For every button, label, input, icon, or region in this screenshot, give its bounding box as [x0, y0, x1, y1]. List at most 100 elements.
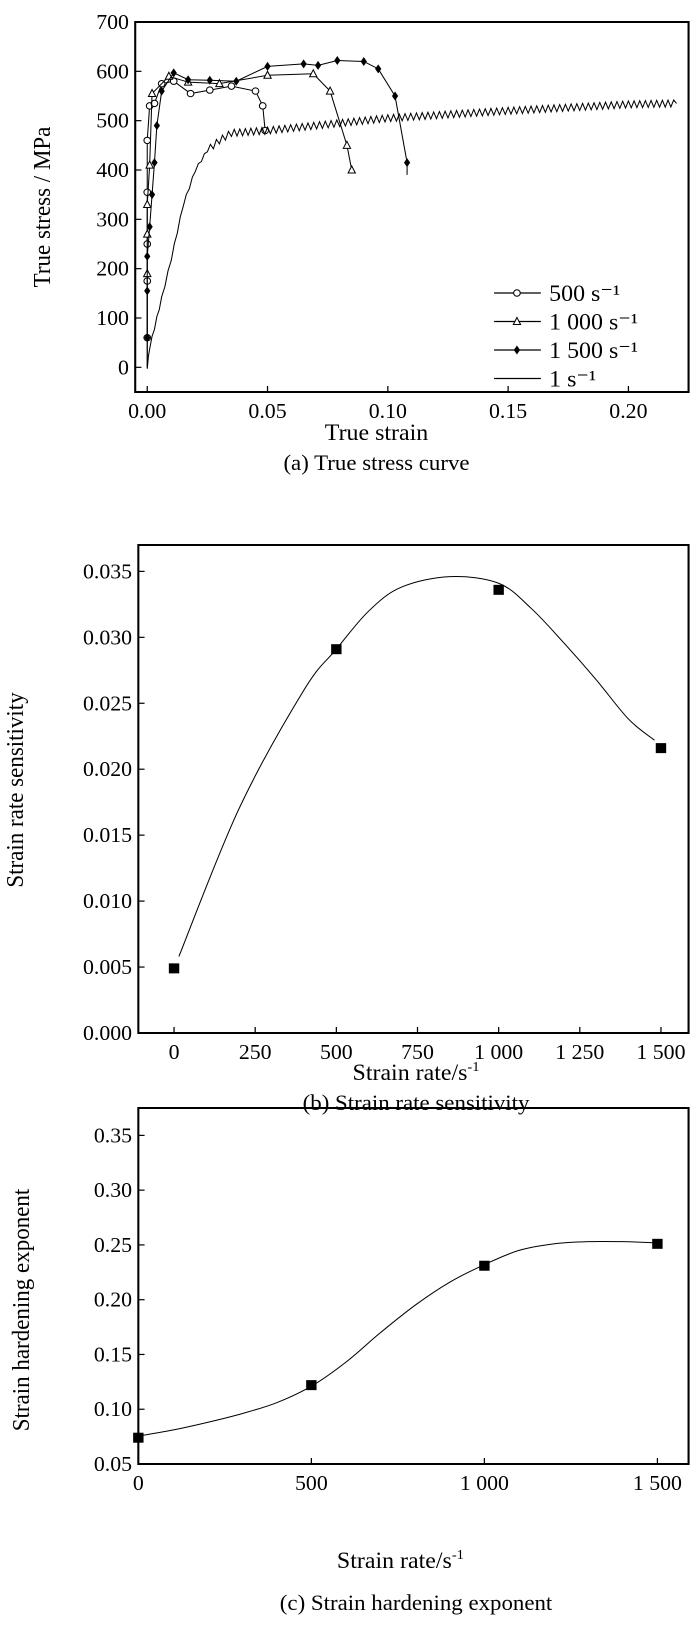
y-tick-label: 0.05	[94, 1452, 132, 1476]
caption-b: (b) Strain rate sensitivity	[303, 1090, 531, 1115]
fit-curve	[178, 576, 655, 957]
x-tick-label: 500	[320, 1040, 353, 1064]
series-1	[142, 68, 357, 368]
marker-diamond	[151, 158, 158, 168]
marker-triangle	[263, 70, 273, 79]
data-point-square	[655, 743, 667, 754]
series-line	[146, 73, 353, 368]
data-point-square	[652, 1238, 663, 1249]
y-tick-label: 0.025	[83, 692, 132, 716]
marker-circle	[227, 82, 236, 90]
y-tick-label: 200	[96, 257, 129, 281]
marker-triangle	[308, 68, 318, 78]
marker-diamond	[146, 222, 153, 232]
x-axis-label: True strain	[325, 420, 429, 445]
legend-label: 1 000 s⁻¹	[549, 310, 638, 335]
y-tick-label: 0.35	[94, 1124, 132, 1148]
y-tick-label: 100	[96, 306, 129, 330]
marker-diamond	[314, 60, 322, 70]
x-tick-label: 750	[401, 1040, 434, 1064]
caption-a: (a) True stress curve	[283, 450, 469, 475]
marker-circle	[150, 99, 159, 108]
marker-triangle	[142, 199, 152, 209]
chart-b-strain-rate-sensitivity: 0 250 500 750 1 000 1 250 1 500 0.000 0.005 0.010…	[2, 544, 690, 1115]
marker-diamond	[375, 64, 382, 74]
x-axis-label: Strain rate/s-1	[337, 1547, 464, 1574]
marker-diamond	[300, 59, 307, 69]
y-tick-label: 0	[118, 356, 129, 380]
marker-diamond	[264, 61, 271, 71]
marker-diamond	[144, 251, 151, 261]
y-tick-label: 400	[96, 158, 129, 182]
x-tick-label: 0.20	[609, 399, 647, 423]
x-axis-label: Strain rate/s-1	[353, 1059, 480, 1086]
plot-frame	[137, 544, 690, 1034]
x-tick-label: 1 250	[555, 1040, 604, 1064]
x-tick-label: 0.05	[248, 399, 286, 423]
marker-diamond	[334, 55, 341, 65]
marker-triangle	[347, 164, 357, 174]
series-3	[146, 98, 677, 369]
marker-triangle	[342, 140, 352, 149]
legend-entry: 1 s⁻¹	[494, 367, 596, 392]
y-tick-label: 0.30	[94, 1179, 132, 1203]
y-tick-label: 0.000	[83, 1021, 132, 1045]
y-tick-label: 0.010	[83, 889, 132, 913]
y-axis-label: Strain rate sensitivity	[2, 692, 29, 888]
y-tick-label: 0.005	[83, 955, 132, 979]
marker-diamond	[206, 75, 213, 85]
legend-label: 500 s⁻¹	[549, 281, 620, 306]
y-axis-label: True stress / MPa	[30, 126, 57, 287]
legend-entry: 500 s⁻¹	[494, 281, 620, 307]
x-tick-label: 1 500	[633, 1471, 682, 1495]
marker-diamond	[391, 91, 399, 101]
marker-triangle	[325, 85, 335, 95]
chart-a-true-stress: 0.00 0.05 0.10 0.15 0.20 0 100 200 300 400 500 600 7…	[30, 10, 690, 475]
x-tick-label: 500	[295, 1471, 328, 1495]
y-tick-label: 0.015	[83, 824, 132, 848]
marker-circle	[513, 289, 521, 297]
legend-entry: 1 500 s⁻¹	[494, 338, 638, 364]
data-point-square	[331, 644, 342, 655]
caption-c: (c) Strain hardening exponent	[280, 1590, 553, 1615]
x-tick-label: 1 500	[636, 1040, 685, 1064]
marker-triangle	[145, 159, 155, 169]
marker-diamond	[144, 333, 151, 343]
x-tick-label: 0	[169, 1040, 180, 1064]
marker-circle	[186, 89, 195, 98]
series-line	[146, 59, 408, 338]
marker-diamond	[360, 56, 367, 66]
marker-circle	[143, 188, 152, 196]
y-tick-label: 0.035	[83, 560, 132, 584]
marker-diamond	[153, 121, 160, 131]
data-point-square	[133, 1432, 144, 1443]
series-line	[146, 80, 266, 368]
marker-diamond	[148, 190, 156, 200]
data-point-square	[306, 1380, 317, 1391]
marker-diamond	[513, 345, 521, 355]
marker-triangle	[214, 78, 224, 88]
y-tick-label: 700	[96, 10, 129, 34]
data-point-square	[168, 963, 180, 974]
marker-circle	[258, 102, 267, 110]
y-tick-label: 300	[96, 208, 129, 232]
data-point-square	[479, 1260, 490, 1271]
y-tick-label: 0.20	[94, 1288, 132, 1312]
series-line	[146, 98, 677, 369]
x-tick-label: 250	[239, 1040, 272, 1064]
y-tick-label: 0.10	[94, 1398, 132, 1422]
plot-frame	[134, 21, 690, 393]
x-tick-label: 0.10	[369, 399, 407, 423]
x-tick-label: 0.00	[128, 399, 166, 423]
y-tick-label: 500	[96, 109, 129, 133]
x-tick-label: 0.15	[489, 399, 527, 423]
marker-diamond	[185, 75, 192, 85]
y-tick-label: 0.020	[83, 758, 132, 782]
marker-triangle	[512, 316, 522, 325]
marker-circle	[251, 87, 260, 95]
legend-entry: 1 000 s⁻¹	[494, 310, 638, 335]
plot-frame	[137, 1107, 690, 1465]
marker-diamond	[144, 286, 151, 296]
legend-label: 1 s⁻¹	[549, 367, 596, 392]
